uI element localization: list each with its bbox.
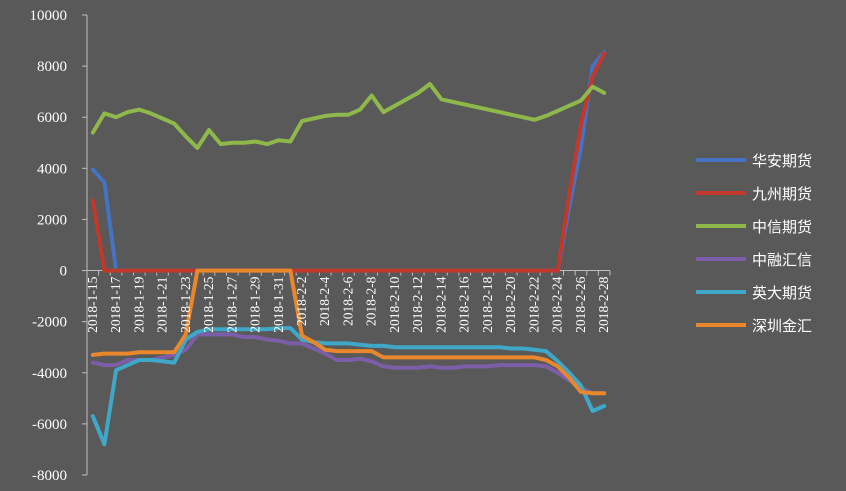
- y-tick-label: -2000: [32, 315, 67, 331]
- series-line: [90, 50, 607, 273]
- x-tick-label: 2018-2-14: [433, 276, 448, 332]
- x-tick-label: 2018-2-4: [317, 276, 332, 326]
- x-tick-label: 2018-2-26: [573, 276, 588, 332]
- legend-label: 华安期货: [752, 152, 812, 170]
- legend-item: 英大期货: [696, 284, 812, 302]
- legend-item: 中融汇信: [696, 251, 812, 269]
- y-tick-label: -6000: [32, 417, 67, 433]
- series-line: [90, 82, 607, 150]
- x-tick-label: 2018-2-20: [503, 276, 518, 332]
- y-tick-label: 0: [60, 264, 68, 280]
- y-tick-label: 6000: [37, 110, 67, 126]
- legend-item: 深圳金汇: [696, 317, 812, 335]
- legend-label: 深圳金汇: [752, 317, 812, 335]
- x-tick-label: 2018-1-21: [155, 277, 170, 333]
- x-tick-label: 2018-1-31: [271, 277, 286, 333]
- x-tick-label: 2018-2-16: [457, 276, 472, 332]
- series-line: [90, 326, 607, 447]
- x-tick-label: 2018-2-12: [410, 277, 425, 333]
- series-layer: [90, 50, 607, 447]
- x-tick-labels: 2018-1-15 2018-1-17 2018-1-19 2018-1-21 2018…: [85, 276, 611, 332]
- x-tick-label: 2018-1-15: [85, 276, 100, 332]
- x-tick-label: 2018-2-28: [596, 276, 611, 332]
- x-tick-label: 2018-2-24: [550, 276, 565, 332]
- axes-layer: 10000 8000 6000 4000 2000 0 -2000 -4000 -6000 -80…: [30, 8, 611, 484]
- legend-item: 中信期货: [696, 218, 812, 236]
- x-tick-label: 2018-1-23: [178, 276, 193, 332]
- legend-item: 华安期货: [696, 152, 812, 170]
- y-tick-label: 8000: [37, 59, 67, 75]
- legend-label: 中融汇信: [752, 251, 812, 269]
- y-tick-label: 2000: [37, 212, 67, 228]
- legend-label: 中信期货: [752, 218, 812, 236]
- y-tick-label: -4000: [32, 366, 67, 382]
- x-tick-label: 2018-2-6: [341, 276, 356, 326]
- series-line: [90, 51, 607, 273]
- x-tick-label: 2018-2-22: [526, 277, 541, 333]
- x-tick-label: 2018-1-19: [131, 276, 146, 332]
- legend-item: 九州期货: [696, 185, 812, 203]
- x-tick-label: 2018-1-29: [248, 276, 263, 332]
- x-tick-label: 2018-2-10: [387, 276, 402, 332]
- x-tick-label: 2018-1-27: [224, 276, 239, 332]
- y-tick-label: -8000: [32, 468, 67, 484]
- x-tick-label: 2018-2-18: [480, 276, 495, 332]
- legend-label: 九州期货: [752, 185, 812, 203]
- x-tick-label: 2018-2-8: [364, 276, 379, 326]
- y-tick-label: 10000: [30, 8, 68, 24]
- x-tick-label: 2018-1-25: [201, 276, 216, 332]
- y-tick-label: 4000: [37, 161, 67, 177]
- legend-label: 英大期货: [752, 284, 812, 302]
- x-tick-label: 2018-2-2: [294, 277, 309, 327]
- series-line: [90, 268, 607, 396]
- x-tick-label: 2018-1-17: [108, 276, 123, 332]
